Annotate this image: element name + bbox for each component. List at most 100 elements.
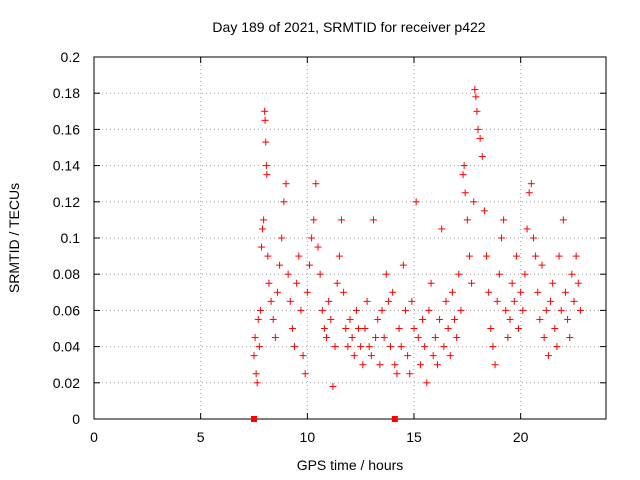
data-point [547, 297, 555, 305]
y-tick-label: 0.14 [53, 158, 80, 174]
data-point [465, 252, 473, 260]
y-tick-label: 0.04 [53, 339, 80, 355]
data-point [493, 297, 501, 305]
x-tick-label: 5 [197, 429, 205, 445]
data-point [442, 297, 450, 305]
data-point [536, 315, 544, 323]
data-point [397, 343, 405, 351]
y-tick-label: 0.1 [61, 230, 81, 246]
data-point [267, 297, 275, 305]
data-point [303, 288, 311, 296]
data-point [566, 334, 574, 342]
data-point [440, 343, 448, 351]
data-point [436, 315, 444, 323]
data-point [331, 343, 339, 351]
data-point [431, 334, 439, 342]
data-point [325, 297, 333, 305]
y-tick-label: 0.06 [53, 302, 80, 318]
zero-marker [251, 416, 257, 422]
data-point [308, 234, 316, 242]
data-point [378, 306, 386, 314]
data-point [314, 243, 322, 251]
data-point [265, 279, 273, 287]
data-point [391, 361, 399, 369]
data-point [253, 379, 261, 387]
data-point [472, 93, 480, 101]
y-axis-title: SRMTID / TECUs [6, 183, 22, 293]
data-point [273, 288, 281, 296]
data-point [399, 261, 407, 269]
data-point [316, 270, 324, 278]
data-point [483, 252, 491, 260]
data-point [534, 288, 542, 296]
data-point [506, 315, 514, 323]
data-point [327, 315, 335, 323]
data-point [480, 207, 488, 215]
data-point [457, 306, 465, 314]
data-point [468, 279, 476, 287]
data-point [369, 216, 377, 224]
data-point [408, 297, 416, 305]
data-point [512, 252, 520, 260]
data-point [323, 334, 331, 342]
data-point [252, 370, 260, 378]
data-point [519, 306, 527, 314]
data-point [487, 325, 495, 332]
data-point [406, 370, 414, 378]
data-point [502, 306, 510, 314]
data-point [389, 288, 397, 296]
y-tick-label: 0 [72, 411, 80, 427]
data-point [340, 288, 348, 296]
data-point [529, 234, 537, 242]
y-tick-label: 0.2 [61, 49, 81, 65]
data-point [564, 315, 572, 323]
data-point [263, 171, 271, 179]
y-tick-label: 0.12 [53, 194, 80, 210]
data-point [448, 288, 456, 296]
data-point [346, 315, 354, 323]
data-point [570, 297, 578, 305]
data-point [485, 288, 493, 296]
data-point [357, 343, 365, 351]
data-point [491, 361, 499, 369]
data-point [500, 216, 508, 224]
data-point [333, 279, 341, 287]
data-point [329, 382, 337, 390]
data-point [497, 234, 505, 242]
data-point [478, 153, 486, 161]
x-tick-label: 0 [90, 429, 98, 445]
data-point [459, 171, 467, 179]
data-point [320, 325, 328, 332]
data-point [576, 306, 584, 314]
data-point [470, 198, 478, 206]
data-point [532, 252, 540, 260]
data-point [254, 315, 262, 323]
data-point [318, 306, 326, 314]
data-point [374, 315, 382, 323]
data-point [572, 252, 580, 260]
data-point [365, 343, 373, 351]
data-point [561, 288, 569, 296]
data-point [453, 334, 461, 342]
data-point [517, 288, 525, 296]
y-tick-label: 0.18 [53, 85, 80, 101]
data-point [438, 225, 446, 233]
data-point [260, 216, 268, 224]
data-point [460, 162, 468, 170]
data-point [271, 334, 279, 342]
data-point [521, 270, 529, 278]
data-point [337, 216, 345, 224]
ticks-layer: 0 0.02 0.04 0.06 0.08 0.1 0.12 0.14 0.16 0.18 0.2 0… [53, 49, 606, 445]
data-point [276, 261, 284, 269]
data-point [387, 343, 395, 351]
data-point [423, 379, 431, 387]
data-point [463, 216, 471, 224]
y-tick-label: 0.08 [53, 266, 80, 282]
y-tick-label: 0.02 [53, 375, 80, 391]
data-point [549, 279, 557, 287]
data-point [256, 306, 264, 314]
data-point [476, 134, 484, 142]
data-point [301, 370, 309, 378]
data-point [348, 334, 356, 342]
